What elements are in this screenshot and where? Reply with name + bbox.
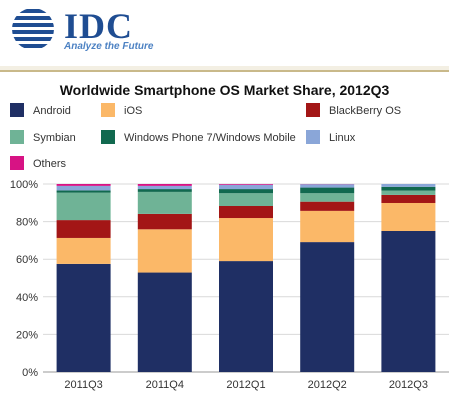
header-divider [0,70,449,72]
bar-linux-2011Q3 [56,185,111,191]
legend-label: Others [33,158,67,170]
bar-ios-2012Q3 [381,202,436,231]
legend-item-others: Others [10,156,67,170]
bar-android-2012Q2 [300,242,355,372]
bar-group-2012Q2 [300,184,355,372]
bar-blackberry-os-2011Q4 [137,213,192,230]
bar-android-2011Q4 [137,272,192,372]
bar-android-2012Q3 [381,231,436,372]
bar-blackberry-os-2012Q2 [300,201,355,211]
bar-others-2011Q4 [137,184,192,186]
bar-windows-phone-7-windows-mobile-2012Q2 [300,187,355,194]
bar-windows-phone-7-windows-mobile-2012Q1 [219,189,273,194]
bar-group-2012Q1 [219,184,273,372]
legend-item-ios: iOS [101,103,142,117]
bar-linux-2012Q3 [381,184,436,187]
legend-swatch [10,103,24,117]
bar-symbian-2011Q3 [56,192,111,221]
bar-symbian-2011Q4 [137,191,192,214]
header-area: IDC Analyze the Future [0,0,449,70]
legend-item-blackberry-os: BlackBerry OS [306,103,401,117]
x-tick-label: 2012Q1 [226,379,265,391]
bar-windows-phone-7-windows-mobile-2011Q4 [137,189,192,192]
bar-blackberry-os-2012Q3 [381,194,436,203]
bar-blackberry-os-2011Q3 [56,220,111,238]
legend-label: Symbian [33,132,76,144]
legend-swatch [101,130,115,144]
bar-group-2011Q4 [137,184,192,372]
bar-symbian-2012Q2 [300,193,355,202]
bar-others-2011Q3 [56,184,111,186]
bar-symbian-2012Q1 [219,193,273,206]
chart-legend: Android iOS BlackBerry OS Symbian Windows Ph… [10,103,401,170]
legend-swatch [306,130,320,144]
bar-linux-2011Q4 [137,185,192,190]
x-tick-label: 2012Q3 [389,379,428,391]
bar-windows-phone-7-windows-mobile-2012Q3 [381,186,436,191]
bar-ios-2011Q4 [137,229,192,273]
bar-ios-2012Q2 [300,210,355,243]
y-tick-label: 60% [16,254,38,266]
legend-swatch [306,103,320,117]
bar-android-2012Q1 [219,261,273,372]
legend-swatch [101,103,115,117]
bar-linux-2012Q1 [219,184,273,190]
legend-label: Windows Phone 7/Windows Mobile [124,132,296,144]
bar-android-2011Q3 [56,263,111,372]
legend-item-android: Android [10,103,71,117]
plot-area: 0% 20% 40% 60% 80% 100% 2011Q3 2011Q4 2012Q1 2012… [10,179,449,391]
bar-ios-2012Q1 [219,218,273,262]
legend-swatch [10,156,24,170]
y-tick-label: 80% [16,217,38,229]
bar-others-2012Q1 [219,184,273,185]
bar-symbian-2012Q3 [381,190,436,195]
y-tick-label: 0% [22,367,38,379]
y-tick-label: 20% [16,329,38,341]
idc-tagline: Analyze the Future [64,41,154,52]
x-tick-label: 2011Q3 [64,379,102,391]
header-band [0,66,449,70]
y-tick-label: 100% [10,179,38,191]
bar-group-2011Q3 [56,184,111,372]
legend-label: BlackBerry OS [329,105,401,117]
x-tick-label: 2012Q2 [308,379,347,391]
bar-group-2012Q3 [381,184,436,372]
legend-item-symbian: Symbian [10,130,76,144]
legend-label: Android [33,105,71,117]
x-tick-label: 2011Q4 [146,379,184,391]
legend-item-linux: Linux [306,130,356,144]
legend-item-windows-phone-7-windows-mobile: Windows Phone 7/Windows Mobile [101,130,296,144]
legend-label: Linux [329,132,356,144]
bar-windows-phone-7-windows-mobile-2011Q3 [56,190,111,193]
bar-ios-2011Q3 [56,237,111,264]
idc-globe-logo [12,8,54,50]
legend-label: iOS [124,105,142,117]
bar-linux-2012Q2 [300,184,355,188]
y-tick-label: 40% [16,292,38,304]
chart-title: Worldwide Smartphone OS Market Share, 20… [59,82,390,98]
bar-blackberry-os-2012Q1 [219,205,273,219]
idc-wordmark: IDC [64,6,134,46]
legend-swatch [10,130,24,144]
